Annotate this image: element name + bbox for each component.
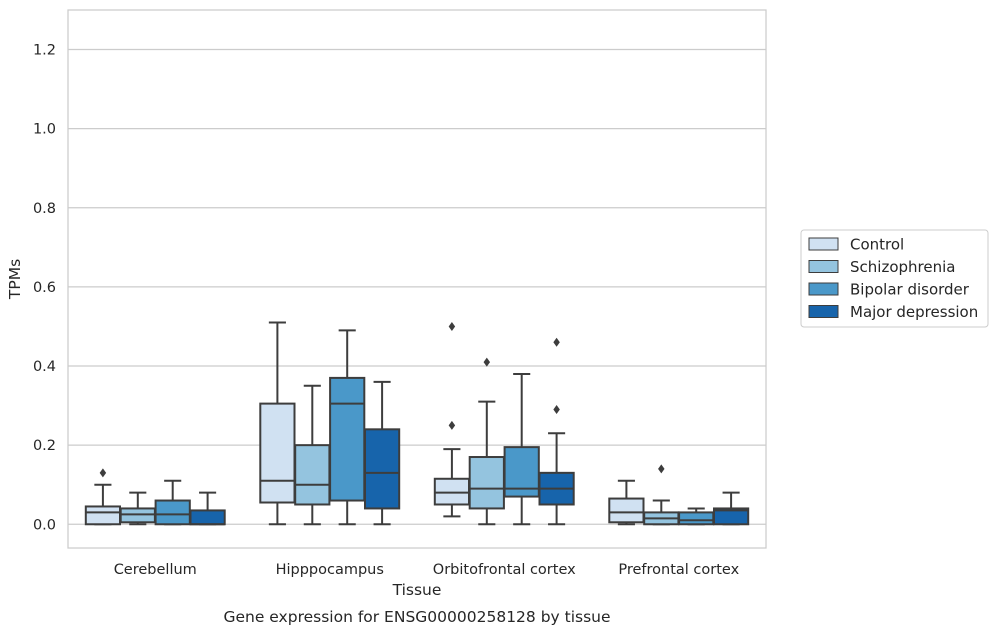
box-body (154, 499, 191, 526)
outlier-point (448, 420, 456, 430)
y-tick-label: 0.8 (33, 201, 56, 217)
box-major-depression (538, 337, 575, 526)
box-major-depression (712, 491, 750, 526)
legend-label: Major depression (850, 303, 978, 321)
box-body (363, 428, 401, 510)
legend-swatch (808, 237, 839, 251)
legend-swatch (808, 260, 839, 273)
y-tick-label: 0.0 (33, 517, 56, 533)
box-bipolar-disorder (678, 507, 715, 526)
outlier-point (483, 357, 491, 367)
box-body (259, 402, 296, 504)
box-body (712, 507, 750, 526)
y-tick-label: 0.4 (33, 359, 56, 375)
outlier-point (99, 468, 107, 478)
boxes (84, 321, 750, 526)
box-body (608, 497, 645, 524)
x-tick-label: Cerebellum (114, 562, 197, 578)
box-control (608, 479, 645, 526)
chart-caption: Gene expression for ENSG00000258128 by t… (223, 608, 610, 626)
y-tick-label: 0.6 (33, 280, 56, 296)
y-tick-label: 0.2 (33, 438, 56, 454)
x-tick-label: Hipppocampus (276, 562, 384, 578)
legend-label: Bipolar disorder (850, 281, 970, 299)
box-body (294, 444, 331, 506)
box-body (329, 376, 366, 502)
box-body (678, 511, 715, 526)
box-body (189, 509, 226, 526)
legend-label: Schizophrenia (850, 258, 955, 276)
outlier-point (448, 321, 456, 331)
legend-label: Control (850, 236, 904, 254)
legend: Control Schizophrenia Bipolar disorder Majo… (800, 229, 989, 328)
x-tick-labels: Cerebellum Hipppocampus Orbitofrontal cort… (114, 562, 740, 578)
box-bipolar-disorder (503, 372, 540, 526)
y-tick-label: 1.0 (33, 122, 56, 138)
legend-swatch (808, 282, 839, 296)
box-control (84, 468, 122, 526)
box-major-depression (189, 491, 226, 526)
outlier-point (553, 405, 560, 415)
box-major-depression (363, 380, 401, 526)
box-schizophrenia (119, 491, 156, 526)
y-tick-labels: 0.0 0.2 0.4 0.6 0.8 1.0 1.2 (33, 43, 56, 534)
x-axis-label: Tissue (392, 581, 442, 599)
outlier-point (553, 337, 560, 347)
box-body (84, 505, 122, 526)
box-bipolar-disorder (329, 329, 366, 526)
y-tick-label: 1.2 (33, 43, 56, 59)
outlier-point (658, 464, 665, 474)
plot-area (68, 10, 766, 548)
x-tick-label: Orbitofrontal cortex (433, 562, 576, 578)
x-tick-label: Prefrontal cortex (618, 562, 739, 578)
legend-swatch (808, 305, 839, 318)
plot-frame (67, 9, 767, 549)
legend-frame (800, 229, 989, 328)
y-axis-label: TPMs (6, 259, 24, 300)
box-body (468, 456, 505, 510)
